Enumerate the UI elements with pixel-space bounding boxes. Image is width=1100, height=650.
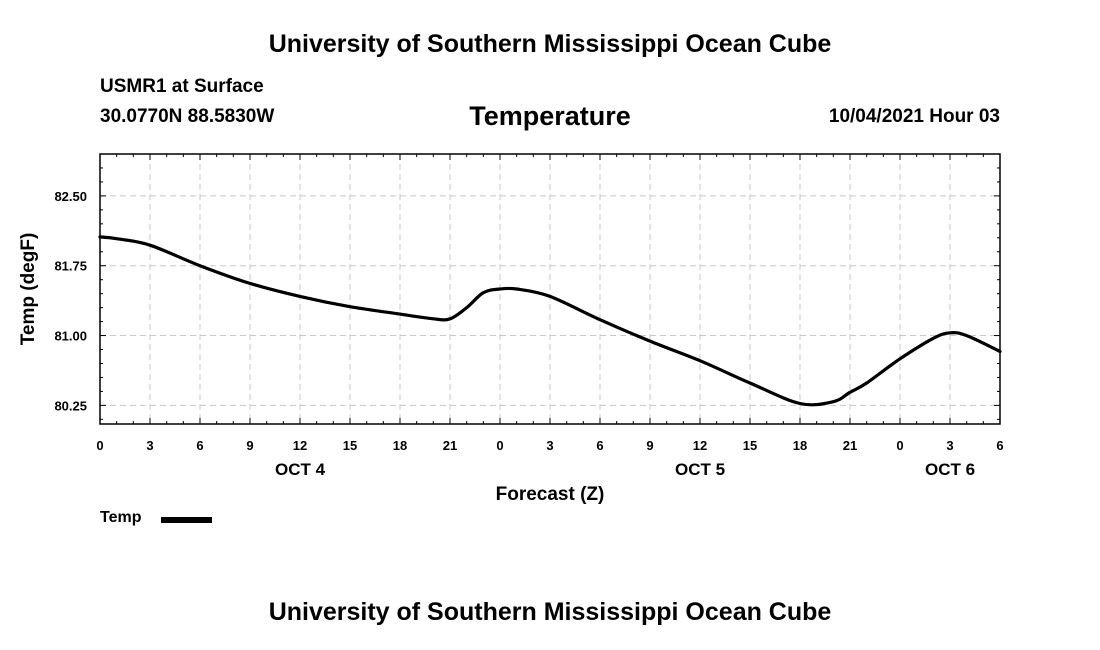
x-tick-label: 21 bbox=[443, 438, 457, 453]
legend-label: Temp bbox=[100, 509, 142, 526]
station-label: USMR1 at Surface bbox=[100, 76, 264, 97]
legend-swatch bbox=[161, 517, 212, 523]
day-label: OCT 6 bbox=[925, 460, 975, 479]
x-tick-label: 15 bbox=[743, 438, 757, 453]
x-tick-label: 21 bbox=[843, 438, 857, 453]
x-tick-label: 3 bbox=[146, 438, 153, 453]
x-tick-label: 12 bbox=[693, 438, 707, 453]
x-tick-label: 18 bbox=[793, 438, 807, 453]
x-tick-label: 0 bbox=[896, 438, 903, 453]
footer-title: University of Southern Mississippi Ocean… bbox=[268, 598, 832, 626]
x-tick-label: 9 bbox=[246, 438, 253, 453]
x-tick-label: 3 bbox=[946, 438, 953, 453]
x-tick-label: 15 bbox=[343, 438, 357, 453]
day-label: OCT 4 bbox=[275, 460, 326, 479]
x-axis-label: Forecast (Z) bbox=[496, 484, 605, 505]
x-tick-label: 6 bbox=[196, 438, 203, 453]
day-label: OCT 5 bbox=[675, 460, 725, 479]
coordinates-label: 30.0770N 88.5830W bbox=[100, 106, 275, 127]
chart-main-title: University of Southern Mississippi Ocean… bbox=[268, 30, 832, 58]
x-tick-label: 0 bbox=[496, 438, 503, 453]
y-axis-label: Temp (degF) bbox=[18, 233, 39, 346]
x-tick-label: 3 bbox=[546, 438, 553, 453]
x-tick-label: 6 bbox=[596, 438, 603, 453]
variable-title: Temperature bbox=[469, 101, 631, 131]
y-tick-label: 81.00 bbox=[54, 329, 87, 344]
y-tick-label: 80.25 bbox=[54, 398, 87, 413]
forecast-datetime: 10/04/2021 Hour 03 bbox=[828, 106, 1000, 127]
series-line-temp bbox=[98, 235, 1002, 407]
x-tick-label: 6 bbox=[996, 438, 1003, 453]
y-tick-label: 82.50 bbox=[54, 189, 87, 204]
x-tick-label: 18 bbox=[393, 438, 407, 453]
x-tick-label: 9 bbox=[646, 438, 653, 453]
y-tick-label: 81.75 bbox=[54, 259, 87, 274]
x-tick-label: 12 bbox=[293, 438, 307, 453]
x-tick-label: 0 bbox=[96, 438, 103, 453]
